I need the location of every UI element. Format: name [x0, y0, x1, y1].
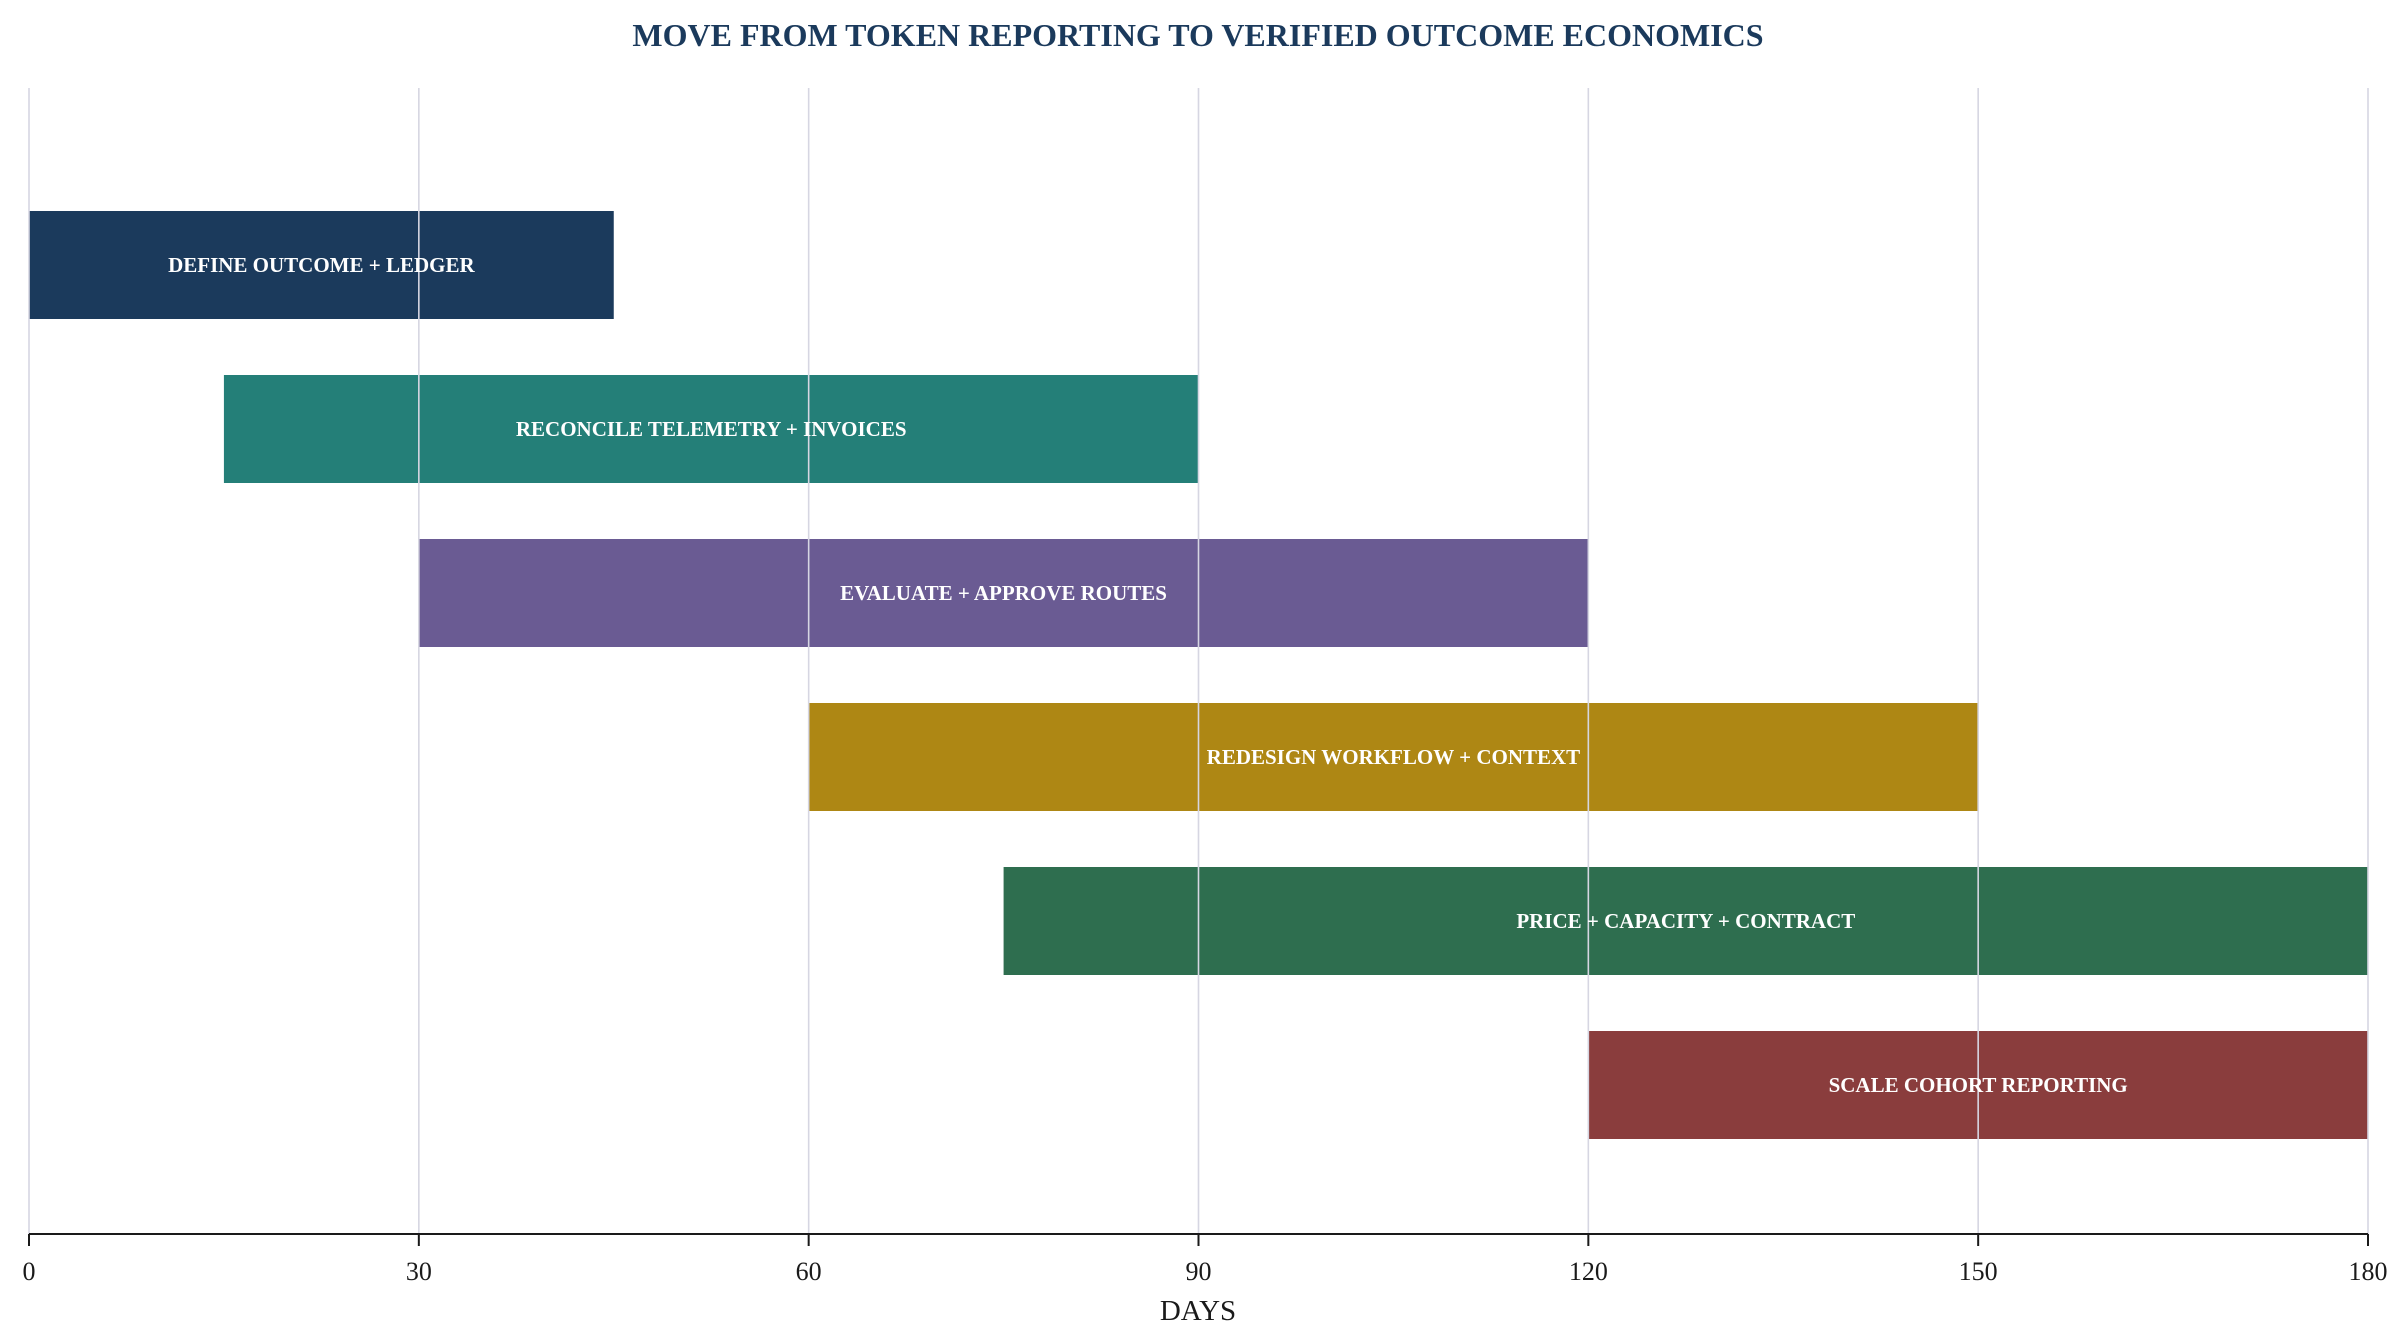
- task-label: PRICE + CAPACITY + CONTRACT: [1516, 909, 1855, 933]
- task-label: SCALE COHORT REPORTING: [1829, 1073, 2128, 1097]
- x-tick-label: 0: [23, 1257, 36, 1286]
- task-bar: [29, 211, 614, 319]
- task-label: DEFINE OUTCOME + LEDGER: [168, 253, 475, 277]
- grid-layer: [28, 88, 2369, 1234]
- task-bar: [223, 375, 1199, 483]
- task-label: REDESIGN WORKFLOW + CONTEXT: [1207, 745, 1581, 769]
- task-bar: [808, 703, 1979, 811]
- x-tick-label: 120: [1569, 1257, 1608, 1286]
- bars-layer: [29, 211, 2369, 1139]
- x-tick-label: 150: [1959, 1257, 1998, 1286]
- task-bar: [418, 539, 1589, 647]
- chart-title: MOVE FROM TOKEN REPORTING TO VERIFIED OU…: [632, 17, 1763, 53]
- x-tick-label: 90: [1186, 1257, 1212, 1286]
- task-bar: [1003, 867, 2369, 975]
- task-label: RECONCILE TELEMETRY + INVOICES: [516, 417, 907, 441]
- x-tick-label: 30: [406, 1257, 432, 1286]
- x-axis: 0 30 60 90 120 150 180: [23, 1233, 2388, 1286]
- x-tick-label: 60: [796, 1257, 822, 1286]
- task-label: EVALUATE + APPROVE ROUTES: [840, 581, 1167, 605]
- x-tick-label: 180: [2349, 1257, 2388, 1286]
- x-axis-label: DAYS: [1160, 1295, 1236, 1327]
- bar-labels-layer: DEFINE OUTCOME + LEDGER RECONCILE TELEMET…: [168, 253, 2128, 1097]
